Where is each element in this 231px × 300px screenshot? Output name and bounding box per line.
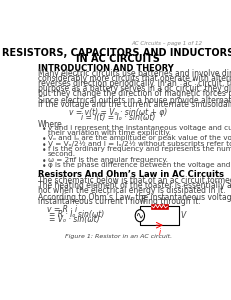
Text: •: • (42, 146, 47, 155)
Text: f is the ordinary frequency and represents the number of complete oscillations p: f is the ordinary frequency and represen… (48, 146, 231, 152)
Text: v = v(t) = Vₒ · sin(ωt + φ): v = v(t) = Vₒ · sin(ωt + φ) (69, 108, 167, 117)
Text: i = i(t) = Iₒ · sin(ωt): i = i(t) = Iₒ · sin(ωt) (81, 113, 155, 122)
Text: their variation with time explicitly.: their variation with time explicitly. (48, 130, 170, 136)
Text: V = Vₒ/2½ and I = Iₒ/2½ without subscripts refer to the RMS values.: V = Vₒ/2½ and I = Iₒ/2½ without subscrip… (48, 141, 231, 147)
Text: V: V (181, 211, 186, 220)
Text: = R · Iₒ sin(ωt): = R · Iₒ sin(ωt) (49, 210, 104, 219)
Text: second.: second. (48, 151, 76, 157)
Text: According to Ohm’s Law, the instantaneous voltage v across a resistor is proport: According to Ohm’s Law, the instantaneou… (38, 193, 231, 202)
Text: Where: Where (38, 120, 63, 129)
Text: •: • (42, 125, 47, 134)
Text: The schematic below is that of an ac circuit formed by plugging a toaster into a: The schematic below is that of an ac cir… (38, 176, 231, 185)
Text: φ is the phase difference between the voltage and current.: φ is the phase difference between the vo… (48, 162, 231, 168)
Text: reverses direction periodically. In an “ac” circuit, the most common generators : reverses direction periodically. In an “… (38, 79, 231, 88)
Text: Resistors And Ohm’s Law in AC Circuits: Resistors And Ohm’s Law in AC Circuits (38, 170, 224, 179)
Text: •: • (42, 141, 47, 150)
Text: RESISTORS, CAPACITORS AND INDUCTORS: RESISTORS, CAPACITORS AND INDUCTORS (2, 47, 231, 58)
Text: The heating element of the toaster is essentially a thin wire of resistance R an: The heating element of the toaster is es… (38, 181, 231, 190)
Text: but they change the direction of magnetic forces periodically.: but they change the direction of magneti… (38, 89, 231, 98)
Text: R: R (141, 195, 146, 204)
Text: Figure 1: Resistor in an AC circuit.: Figure 1: Resistor in an AC circuit. (65, 234, 172, 239)
Text: considerably more circuits that operate with alternating current (ac), when the : considerably more circuits that operate … (38, 74, 231, 83)
Text: Many electric circuits use batteries and involve direct current (dc). However, t: Many electric circuits use batteries and… (38, 70, 231, 79)
Text: v = R · i: v = R · i (47, 205, 77, 214)
Text: = Vₒ · sin(ωt): = Vₒ · sin(ωt) (49, 215, 99, 224)
Text: •: • (42, 135, 47, 144)
Text: i: i (158, 228, 161, 237)
Text: hot when the electrical energy is dissipated in it.: hot when the electrical energy is dissip… (38, 186, 225, 195)
Text: •: • (42, 157, 47, 166)
Circle shape (135, 210, 145, 222)
Text: Since electrical outlets in a house provide alternating current, we all use ac c: Since electrical outlets in a house prov… (38, 96, 231, 105)
Text: If the voltage and the current alternate sinusoidally with time we can write:: If the voltage and the current alternate… (38, 100, 231, 109)
Text: instantaneous current i flowing through it.: instantaneous current i flowing through … (38, 197, 201, 206)
Text: purpose as a battery serves in a dc circuit: they give energy to the moving elec: purpose as a battery serves in a dc circ… (38, 84, 231, 93)
Text: ω = 2πf is the angular frequency.: ω = 2πf is the angular frequency. (48, 157, 167, 163)
Text: IN AC CIRCUITS: IN AC CIRCUITS (76, 55, 160, 64)
Bar (151, 204, 168, 208)
Text: AC Circuits – page 1 of 12: AC Circuits – page 1 of 12 (131, 40, 203, 46)
Text: Vₒ and Iₒ are the amplitude or peak value of the voltage and current.: Vₒ and Iₒ are the amplitude or peak valu… (48, 135, 231, 141)
Text: v and i represent the instantaneous voltage and current when we are considering: v and i represent the instantaneous volt… (48, 125, 231, 131)
Text: •: • (42, 162, 47, 171)
Text: INTRODUCTION AND THEORY: INTRODUCTION AND THEORY (38, 64, 173, 73)
